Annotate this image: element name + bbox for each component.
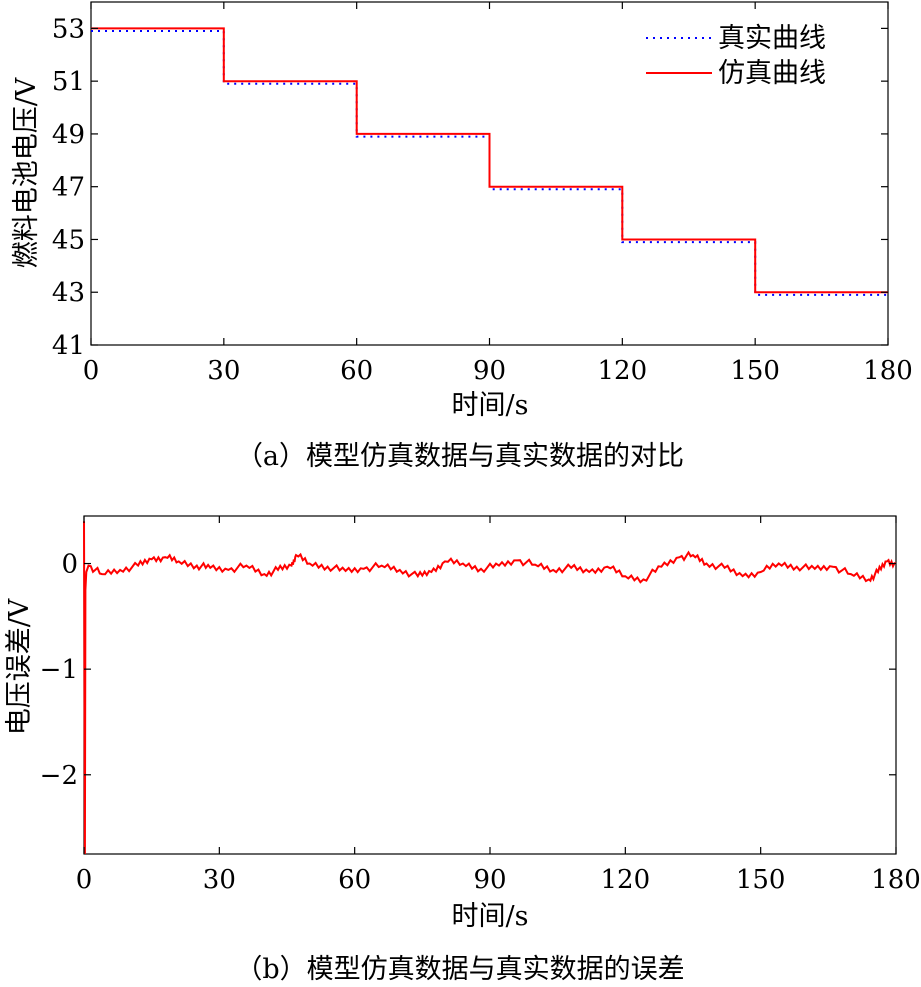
panel-a-y-tick-label: 49 [52, 120, 85, 150]
panel-b-x-axis-label: 时间/s [452, 901, 529, 932]
panel-a-y-tick-label: 51 [52, 67, 85, 97]
panel-a-y-tick-label: 47 [52, 173, 85, 203]
legend-label-sim-curve: 仿真曲线 [718, 58, 826, 89]
panel-a-marks [91, 27, 888, 296]
panel-a-x-tick-label: 90 [473, 356, 506, 386]
panel-a-x-tick-label: 150 [730, 356, 780, 386]
panel-a-y-tick-label: 41 [52, 331, 85, 361]
panel-b-marks [83, 521, 897, 855]
panel-a-y-tick-label: 53 [52, 14, 85, 44]
panel-b-y-axis-label: 电压误差/V [4, 598, 35, 735]
panel-a-voltage-comparison: 0 30 60 90 120 150 180 41 43 45 47 49 51 53 时间/s 燃料电池… [11, 1, 913, 472]
panel-b-x-tick-label: 120 [601, 865, 651, 895]
panel-a-ticks: 0 30 60 90 120 150 180 41 43 45 47 49 51 53 [52, 2, 913, 386]
panel-a-x-tick-label: 120 [598, 356, 648, 386]
panel-a-caption: （a）模型仿真数据与真实数据的对比 [236, 441, 684, 472]
panel-a-x-tick-label: 30 [207, 356, 240, 386]
panel-b-y-tick-label: −1 [40, 655, 78, 685]
panel-b-x-tick-label: 150 [736, 865, 786, 895]
panel-a-x-tick-label: 0 [83, 356, 100, 386]
panel-b-x-tick-label: 0 [76, 865, 93, 895]
panel-a-y-tick-label: 45 [52, 225, 85, 255]
panel-a-y-axis-label: 燃料电池电压/V [11, 77, 42, 268]
panel-a-x-tick-label: 60 [340, 356, 373, 386]
panel-a-x-tick-label: 180 [863, 356, 913, 386]
panel-b-y-tick-label: −2 [40, 761, 78, 791]
panel-a-series-line-1 [91, 27, 888, 294]
panel-a-legend: 真实曲线 仿真曲线 [646, 23, 826, 89]
panel-a-y-tick-label: 43 [52, 278, 85, 308]
legend-label-real-curve: 真实曲线 [718, 23, 826, 54]
panel-b-series-line-0 [83, 521, 897, 855]
panel-b-x-tick-label: 30 [203, 865, 236, 895]
panel-b-x-tick-label: 90 [473, 865, 506, 895]
panel-b-caption: （b）模型仿真数据与真实数据的误差 [235, 954, 684, 985]
panel-b-y-tick-label: 0 [61, 550, 78, 580]
panel-b-x-tick-label: 180 [871, 865, 921, 895]
panel-b-x-tick-label: 60 [338, 865, 371, 895]
panel-b-voltage-error: 0 30 60 90 120 150 180 0 −1 −2 时间/s 电压误差/V （b）模型仿… [4, 515, 921, 985]
panel-b-ticks: 0 30 60 90 120 150 180 0 −1 −2 [40, 516, 921, 895]
panel-a-x-axis-label: 时间/s [452, 390, 529, 421]
